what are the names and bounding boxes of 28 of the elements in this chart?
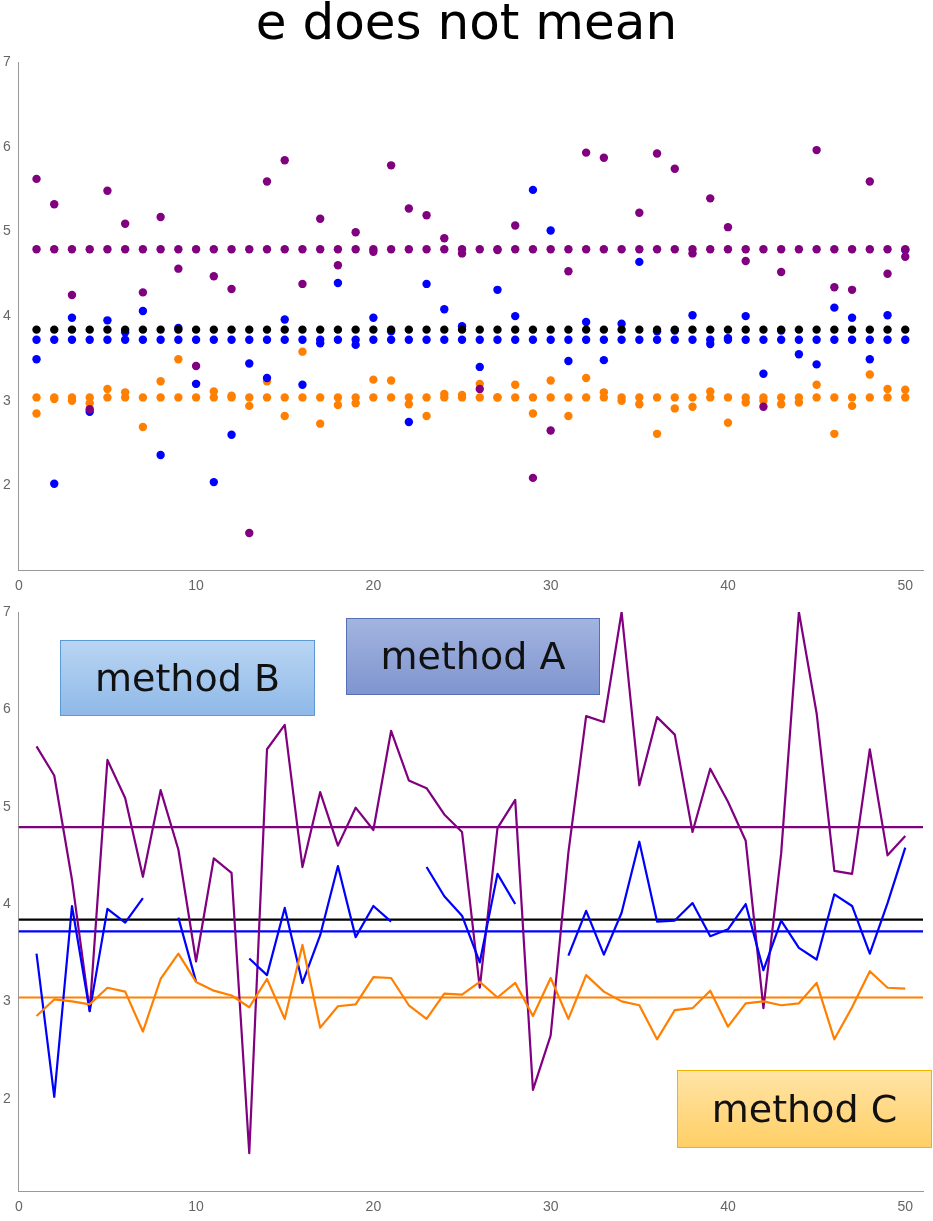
annotation: method C [677, 1070, 932, 1148]
y-tick-label: 6 [2, 700, 11, 717]
y-tick-label: 6 [2, 137, 11, 154]
x-tick-label: 50 [897, 577, 914, 594]
x-tick-label: 30 [542, 1198, 559, 1215]
chart-title: e does not mean [254, 0, 679, 51]
x-tick-label: 40 [720, 1198, 736, 1215]
x-tick-label: 20 [365, 1198, 382, 1215]
annotation: method B [60, 640, 315, 716]
y-tick-label: 3 [2, 391, 11, 408]
x-tick-label: 40 [720, 577, 736, 594]
y-tick-label: 2 [2, 476, 11, 493]
y-tick-label: 4 [2, 894, 11, 911]
x-tick-label: 50 [897, 1198, 914, 1215]
y-tick-label: 4 [2, 306, 11, 323]
y-tick-label: 7 [2, 52, 11, 69]
x-tick-label: 20 [365, 577, 382, 594]
y-tick-label: 7 [2, 602, 11, 619]
y-tick-label: 5 [2, 797, 11, 814]
y-tick-label: 3 [2, 992, 11, 1009]
y-tick-label: 5 [2, 222, 11, 239]
y-tick-label: 2 [2, 1089, 11, 1106]
x-tick-label: 0 [14, 1198, 23, 1215]
x-tick-label: 30 [542, 577, 559, 594]
x-tick-label: 10 [188, 577, 205, 594]
annotation: method A [346, 618, 600, 695]
x-tick-label: 0 [14, 577, 23, 594]
x-tick-label: 10 [188, 1198, 205, 1215]
